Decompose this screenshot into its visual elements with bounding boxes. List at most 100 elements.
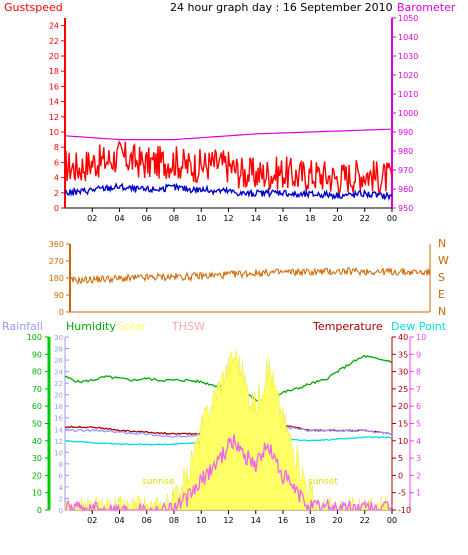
- barometer-ticks: 950 960 970 980 990 1000 1010 1020 1030 1040 1050: [392, 14, 418, 213]
- rain-tick-label: 0: [59, 507, 63, 515]
- compass-letter: E: [438, 288, 445, 301]
- temperature-tick-label: 40: [398, 333, 408, 342]
- series-gustspeed: [64, 140, 393, 197]
- dewpoint-tick-label: 2: [416, 471, 421, 480]
- gustspeed-axis-label: Gustspeed: [4, 1, 63, 14]
- dewpoint-tick-label: 4: [416, 437, 421, 446]
- top-x-tick-label: 16: [278, 214, 288, 223]
- temperature-tick-label: 5: [398, 454, 403, 463]
- rain-tick-label: 12: [54, 438, 63, 446]
- wind-direction-tick-label: 0: [59, 308, 64, 317]
- temperature-tick-label: -5: [398, 489, 406, 498]
- rain-tick-label: 26: [54, 357, 63, 365]
- bottom-x-tick-label: 10: [196, 516, 206, 525]
- series-uv: [65, 434, 393, 513]
- top-x-tick-label: 06: [142, 214, 152, 223]
- sunset-label: sunset: [308, 477, 338, 487]
- compass-letter: W: [438, 254, 449, 267]
- rain-tick-label: 18: [54, 403, 63, 411]
- dewpoint-tick-label: 6: [416, 402, 421, 411]
- bottom-x-tick-label: 00: [387, 516, 397, 525]
- barometer-tick-label: 1050: [398, 14, 418, 23]
- top-x-tick-label: 08: [169, 214, 179, 223]
- humidity-tick-label: 30: [32, 454, 42, 463]
- rain-tick-label: 14: [54, 426, 63, 434]
- gustspeed-tick-label: 10: [49, 128, 59, 137]
- temperature-tick-label: 25: [398, 385, 408, 394]
- rain-tick-label: 16: [54, 415, 63, 423]
- bottom-series: [64, 348, 393, 513]
- top-x-tick-label: 18: [305, 214, 315, 223]
- top-x-tick-label: 10: [196, 214, 206, 223]
- legend-dewpoint: Dew Point: [391, 320, 447, 333]
- top-x-tick-label: 02: [87, 214, 97, 223]
- top-x-tick-label: 22: [360, 214, 370, 223]
- bottom-x-tick-label: 18: [305, 516, 315, 525]
- top-x-tick-label: 14: [251, 214, 261, 223]
- bottom-x-tick-label: 14: [251, 516, 261, 525]
- temperature-tick-label: 30: [398, 368, 408, 377]
- series-wind-direction: [69, 266, 431, 286]
- temperature-tick-label: 15: [398, 420, 408, 429]
- series-barometer: [64, 128, 393, 141]
- gustspeed-tick-label: 24: [49, 22, 59, 31]
- barometer-tick-label: 1000: [398, 109, 418, 118]
- barometer-tick-label: 1030: [398, 52, 418, 61]
- humidity-tick-label: 10: [32, 489, 42, 498]
- rain-tick-label: 24: [54, 369, 63, 377]
- top-x-ticks: 02 04 06 08 10 12 14 16 18 20 22 00: [87, 208, 397, 223]
- legend-thsw: THSW: [171, 320, 205, 333]
- temperature-tick-label: 0: [398, 471, 403, 480]
- bottom-x-tick-label: 08: [169, 516, 179, 525]
- barometer-tick-label: 1020: [398, 71, 418, 80]
- bottom-x-tick-label: 06: [142, 516, 152, 525]
- wind-direction-tick-label: 270: [49, 257, 64, 266]
- barometer-axis-label: Barometer: [397, 1, 456, 14]
- gustspeed-tick-label: 20: [49, 52, 59, 61]
- bottom-x-tick-label: 20: [332, 516, 342, 525]
- bottom-x-tick-label: 22: [360, 516, 370, 525]
- gustspeed-tick-label: 18: [49, 67, 59, 76]
- sunrise-label: sunrise: [142, 477, 175, 487]
- barometer-tick-label: 990: [398, 128, 413, 137]
- top-x-tick-label: 00: [387, 214, 397, 223]
- humidity-tick-label: 90: [32, 350, 42, 359]
- gustspeed-tick-label: 4: [54, 174, 59, 183]
- series-solar: [64, 348, 392, 512]
- humidity-tick-label: 100: [27, 333, 42, 342]
- barometer-tick-label: 1010: [398, 90, 418, 99]
- humidity-tick-label: 20: [32, 471, 42, 480]
- humidity-tick-label: 40: [32, 437, 42, 446]
- bottom-axis-ticks: 0102030405060708090100024681012141618202…: [27, 333, 426, 525]
- top-x-tick-label: 20: [332, 214, 342, 223]
- humidity-tick-label: 70: [32, 385, 42, 394]
- top-x-tick-label: 04: [114, 214, 124, 223]
- bottom-x-tick-label: 04: [114, 516, 124, 525]
- rain-tick-label: 4: [59, 484, 64, 492]
- rain-tick-label: 22: [54, 380, 63, 388]
- bottom-x-tick-label: 16: [278, 516, 288, 525]
- bottom-x-tick-label: 12: [223, 516, 233, 525]
- rain-tick-label: 30: [54, 334, 63, 342]
- barometer-tick-label: 970: [398, 166, 413, 175]
- wind-direction-tick-label: 180: [49, 274, 64, 283]
- dewpoint-tick-label: 10: [416, 333, 426, 342]
- top-x-tick-label: 12: [223, 214, 233, 223]
- gustspeed-tick-label: 16: [49, 82, 59, 91]
- gustspeed-tick-label: 6: [54, 158, 59, 167]
- gustspeed-tick-label: 8: [54, 143, 59, 152]
- rain-tick-label: 10: [54, 449, 63, 457]
- humidity-tick-label: 50: [32, 420, 42, 429]
- gustspeed-tick-label: 2: [54, 189, 59, 198]
- gustspeed-tick-label: 0: [54, 204, 59, 213]
- barometer-tick-label: 950: [398, 204, 413, 213]
- compass-letter: N: [438, 305, 446, 318]
- rain-tick-label: 6: [59, 472, 64, 480]
- wind-direction-tick-label: 90: [54, 291, 64, 300]
- legend-solar: Solar: [118, 320, 147, 333]
- temperature-tick-label: 35: [398, 350, 408, 359]
- barometer-tick-label: 960: [398, 185, 413, 194]
